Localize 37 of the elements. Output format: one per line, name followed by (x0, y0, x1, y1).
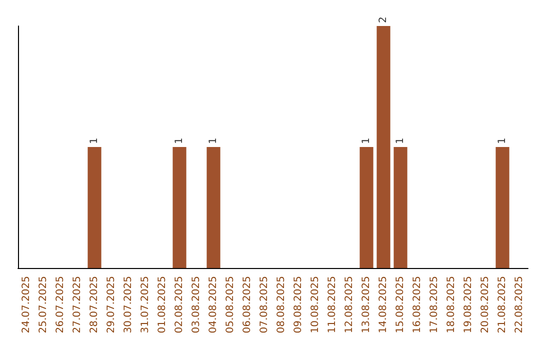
x-tick-label: 18.08.2025 (446, 276, 457, 334)
x-tick-label: 28.07.2025 (89, 276, 100, 334)
x-tick-label: 11.08.2025 (327, 276, 338, 334)
x-tick-label: 21.08.2025 (497, 276, 508, 334)
data-label: 1 (361, 138, 372, 144)
x-tick-label: 08.08.2025 (276, 276, 287, 334)
data-label: 1 (497, 138, 508, 144)
x-tick-label: 14.08.2025 (378, 276, 389, 334)
x-tick-label: 17.08.2025 (429, 276, 440, 334)
x-tick-label: 02.08.2025 (174, 276, 185, 334)
x-tick-label: 05.08.2025 (225, 276, 236, 334)
x-tick-label: 04.08.2025 (208, 276, 219, 334)
x-tick-label: 19.08.2025 (463, 276, 474, 334)
x-tick-label: 24.07.2025 (21, 276, 32, 334)
x-tick-label: 13.08.2025 (361, 276, 372, 334)
x-tick-label: 06.08.2025 (242, 276, 253, 334)
data-label: 2 (378, 16, 389, 23)
data-label: 1 (395, 138, 406, 144)
x-tick-label: 16.08.2025 (412, 276, 423, 334)
x-tick-label: 03.08.2025 (191, 276, 202, 334)
data-label: 1 (208, 138, 219, 144)
x-tick-label: 20.08.2025 (480, 276, 491, 334)
data-label: 1 (89, 138, 100, 144)
x-tick-label: 22.08.2025 (514, 276, 525, 334)
x-tick-label: 31.07.2025 (140, 276, 151, 334)
x-tick-label: 12.08.2025 (344, 276, 355, 334)
x-tick-label: 09.08.2025 (293, 276, 304, 334)
x-tick-label: 26.07.2025 (55, 276, 66, 334)
x-tick-label: 27.07.2025 (72, 276, 83, 334)
x-tick-label: 25.07.2025 (38, 276, 49, 334)
x-tick-label: 15.08.2025 (395, 276, 406, 334)
data-label: 1 (174, 138, 185, 144)
x-tick-label: 07.08.2025 (259, 276, 270, 334)
x-tick-label: 29.07.2025 (106, 276, 117, 334)
x-tick-label: 30.07.2025 (123, 276, 134, 334)
x-tick-label: 10.08.2025 (310, 276, 321, 334)
x-tick-label: 01.08.2025 (157, 276, 168, 334)
